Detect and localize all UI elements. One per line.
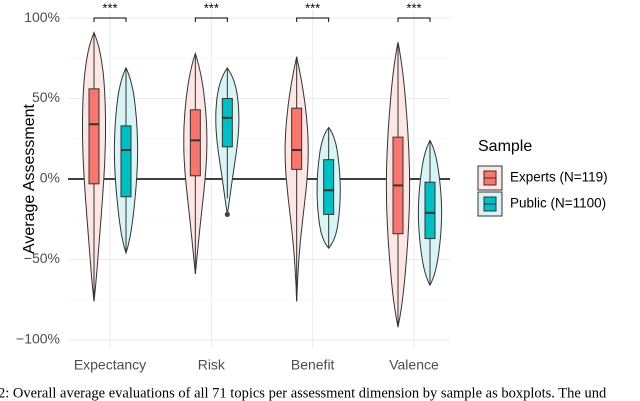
y-tick-label: 0%	[40, 170, 60, 186]
x-tick-label: Risk	[198, 357, 226, 373]
y-tick-label: −100%	[16, 331, 60, 347]
y-axis-title: Average Assessment	[21, 103, 38, 254]
legend-label: Public (N=1100)	[510, 196, 606, 211]
box	[323, 159, 335, 215]
significance-label: ***	[102, 0, 117, 15]
y-tick-label: −50%	[24, 250, 60, 266]
outlier	[224, 211, 230, 218]
significance-bracket	[194, 17, 228, 22]
caption: 2: Overall average evaluations of all 71…	[0, 385, 607, 401]
box	[120, 125, 132, 198]
box	[291, 107, 303, 170]
y-tick-label: 50%	[32, 89, 60, 105]
significance-bracket	[397, 17, 431, 22]
significance-bracket	[93, 17, 127, 22]
significance-label: ***	[204, 0, 219, 15]
box	[189, 109, 201, 177]
y-tick-label: 100%	[24, 9, 60, 25]
x-tick-label: Expectancy	[74, 357, 146, 373]
box	[88, 88, 100, 185]
significance-bracket	[296, 17, 330, 22]
legend-label: Experts (N=119)	[510, 170, 608, 185]
significance-label: ***	[406, 0, 421, 15]
legend-title: Sample	[478, 138, 532, 155]
x-tick-label: Valence	[389, 357, 439, 373]
x-tick-label: Benefit	[291, 357, 335, 373]
box	[221, 98, 233, 148]
significance-label: ***	[305, 0, 320, 15]
box	[424, 181, 436, 240]
